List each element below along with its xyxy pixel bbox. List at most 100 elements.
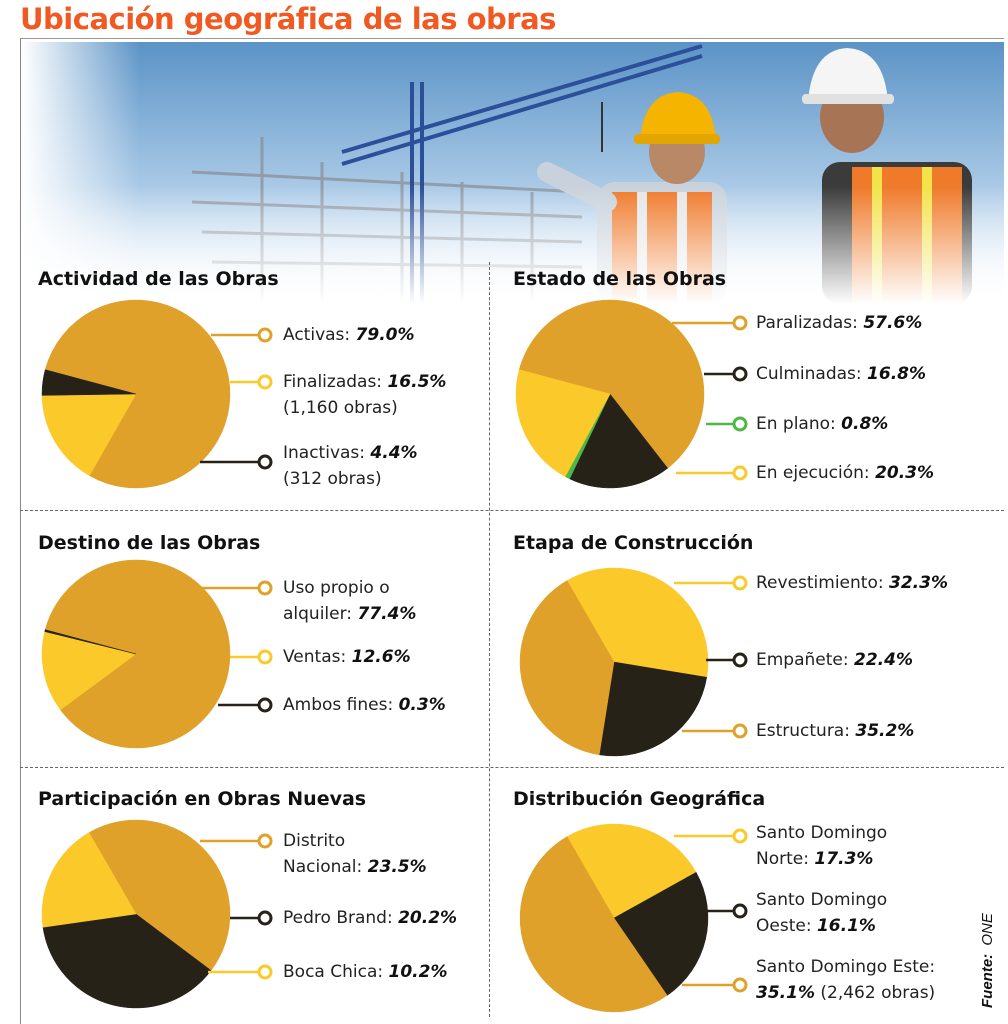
connector-uso-propio xyxy=(198,580,273,596)
legend-distrito-nacional-label2: Nacional: xyxy=(283,857,363,877)
legend-finalizadas-value: 16.5% xyxy=(387,372,447,392)
legend-activas-label: Activas: xyxy=(283,325,351,345)
pie-destino-slice-uso-propio-o-alquiler xyxy=(44,559,231,749)
pie-estado-slice-paralizadas xyxy=(518,299,705,469)
legend-finalizadas: Finalizadas: 16.5% (1,160 obras) xyxy=(283,369,446,421)
connector-revestimiento xyxy=(674,575,748,591)
legend-inactivas-value: 4.4% xyxy=(370,443,418,463)
legend-pedro-brand-value: 20.2% xyxy=(398,908,458,928)
svg-text:Fuente: ONE: Fuente: ONE xyxy=(979,912,996,1008)
pie-destino xyxy=(41,559,231,749)
legend-en-plano-label: En plano: xyxy=(756,414,836,434)
pie-actividad-slice-inactivas xyxy=(41,369,137,396)
pie-distribucion-slice-santo-domingo-oeste xyxy=(613,871,709,996)
legend-culminadas-label: Culminadas: xyxy=(756,364,862,384)
legend-inactivas-extra: (312 obras) xyxy=(283,469,382,489)
legend-pedro-brand: Pedro Brand: 20.2% xyxy=(283,905,457,931)
horizontal-divider-1 xyxy=(20,510,1004,511)
legend-sd-este-extra: (2,462 obras) xyxy=(820,983,936,1003)
left-rule xyxy=(20,38,21,1024)
legend-boca-chica-label: Boca Chica: xyxy=(283,962,384,982)
legend-paralizadas: Paralizadas: 57.6% xyxy=(756,310,922,336)
legend-uso-propio: Uso propio o alquiler: 77.4% xyxy=(283,575,416,627)
connector-empanete xyxy=(706,652,748,668)
pie-distribucion-slice-santo-domingo-norte xyxy=(566,823,697,919)
legend-uso-propio-value: 77.4% xyxy=(357,604,417,624)
panel-title-actividad: Actividad de las Obras xyxy=(38,268,279,290)
legend-distrito-nacional: Distrito Nacional: 23.5% xyxy=(283,828,427,880)
connector-sd-oeste xyxy=(706,903,748,919)
panel-title-etapa: Etapa de Construcción xyxy=(513,532,754,554)
connector-estructura xyxy=(682,723,748,739)
legend-estructura: Estructura: 35.2% xyxy=(756,718,914,744)
title-rule xyxy=(20,38,1004,39)
legend-culminadas: Culminadas: 16.8% xyxy=(756,361,926,387)
legend-empanete-label: Empañete: xyxy=(756,650,849,670)
legend-sd-oeste-label: Santo Domingo xyxy=(756,890,888,910)
legend-empanete: Empañete: 22.4% xyxy=(756,647,913,673)
legend-en-plano-value: 0.8% xyxy=(841,414,889,434)
legend-ambos-fines: Ambos fines: 0.3% xyxy=(283,692,446,718)
legend-sd-este-value: 35.1% xyxy=(756,983,815,1003)
legend-sd-oeste: Santo Domingo Oeste: 16.1% xyxy=(756,887,887,939)
connector-activas xyxy=(211,327,273,343)
legend-sd-norte-label: Santo Domingo xyxy=(756,823,888,843)
pie-participacion-slice-pedro-brand xyxy=(42,913,212,1009)
legend-culminadas-value: 16.8% xyxy=(867,364,927,384)
connector-pedro-brand xyxy=(230,910,273,926)
horizontal-divider-2 xyxy=(20,767,1004,768)
construction-photo xyxy=(22,42,1004,304)
legend-activas: Activas: 79.0% xyxy=(283,322,415,348)
legend-ambos-fines-label: Ambos fines: xyxy=(283,695,394,715)
legend-revestimiento-value: 32.3% xyxy=(889,573,948,593)
legend-inactivas-label: Inactivas: xyxy=(283,443,366,463)
pie-actividad-slice-finalizadas xyxy=(41,393,137,477)
source-label: Fuente: xyxy=(979,954,996,1008)
pie-estado xyxy=(515,299,705,489)
legend-estructura-value: 35.2% xyxy=(855,721,915,741)
legend-distrito-nacional-value: 23.5% xyxy=(367,857,427,877)
connector-sd-este xyxy=(682,977,748,993)
connector-ambos-fines xyxy=(218,697,273,713)
legend-sd-este-label: Santo Domingo Este: xyxy=(756,957,936,977)
connector-boca-chica xyxy=(208,964,273,980)
legend-distrito-nacional-label: Distrito xyxy=(283,831,346,851)
vertical-divider xyxy=(489,262,490,1017)
pie-participacion-slice-distrito-nacional xyxy=(88,819,231,971)
connector-culminadas xyxy=(704,366,748,382)
legend-uso-propio-label: Uso propio o xyxy=(283,578,390,598)
panel-title-participacion: Participación en Obras Nuevas xyxy=(38,788,367,810)
legend-ventas-value: 12.6% xyxy=(351,647,411,667)
connector-ventas xyxy=(230,649,273,665)
connector-en-ejecucion xyxy=(676,465,748,481)
legend-en-ejecucion: En ejecución: 20.3% xyxy=(756,460,934,486)
legend-uso-propio-label2: alquiler: xyxy=(283,604,353,624)
legend-pedro-brand-label: Pedro Brand: xyxy=(283,908,393,928)
legend-sd-oeste-value: 16.1% xyxy=(816,916,876,936)
legend-en-plano: En plano: 0.8% xyxy=(756,411,888,437)
legend-ventas: Ventas: 12.6% xyxy=(283,644,411,670)
connector-en-plano xyxy=(706,416,748,432)
legend-sd-norte-value: 17.3% xyxy=(814,849,874,869)
legend-en-ejecucion-value: 20.3% xyxy=(875,463,935,483)
pie-etapa-slice-empanete xyxy=(598,661,708,757)
legend-sd-norte: Santo Domingo Norte: 17.3% xyxy=(756,820,887,872)
legend-sd-norte-label2: Norte: xyxy=(756,849,809,869)
legend-activas-value: 79.0% xyxy=(355,325,415,345)
connector-inactivas xyxy=(200,454,273,470)
legend-boca-chica-value: 10.2% xyxy=(388,962,448,982)
legend-finalizadas-extra: (1,160 obras) xyxy=(283,398,398,418)
panel-title-distribucion: Distribución Geográfica xyxy=(513,788,766,810)
pie-estado-slice-culminadas xyxy=(569,393,669,489)
legend-paralizadas-value: 57.6% xyxy=(863,313,923,333)
pie-etapa-slice-revestimiento xyxy=(566,567,709,678)
connector-paralizadas xyxy=(672,315,748,331)
source-note: Fuente: ONE xyxy=(979,912,996,1008)
legend-sd-oeste-label2: Oeste: xyxy=(756,916,812,936)
pie-etapa xyxy=(519,567,709,757)
pie-destino-slice-ventas xyxy=(41,631,137,711)
connector-distrito-nacional xyxy=(200,833,273,849)
legend-empanete-value: 22.4% xyxy=(854,650,913,670)
legend-ventas-label: Ventas: xyxy=(283,647,347,667)
connector-finalizadas xyxy=(230,374,273,390)
